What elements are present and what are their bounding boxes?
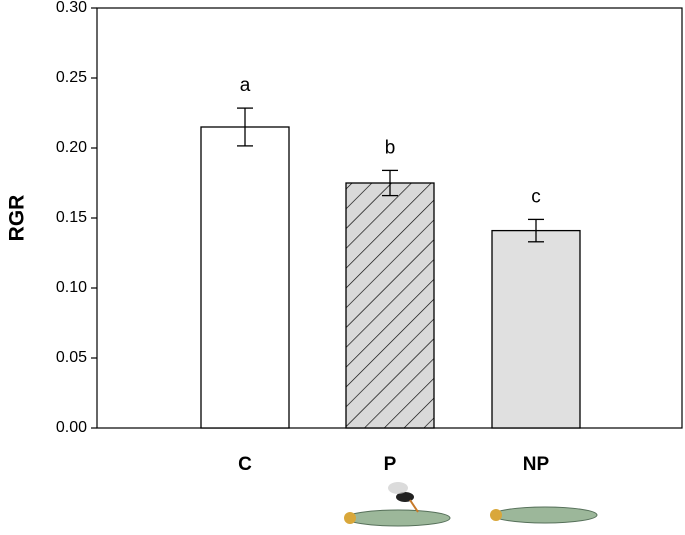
bar	[200, 126, 290, 429]
y-tick-label: 0.25	[56, 69, 87, 86]
annotation: c	[531, 186, 541, 207]
error-bar	[528, 218, 544, 243]
caterpillar-icon	[344, 482, 451, 527]
x-tick-label: C	[238, 454, 252, 475]
bar	[491, 229, 581, 429]
bar	[345, 182, 435, 429]
y-tick-label: 0.15	[56, 209, 87, 226]
y-tick-label: 0.10	[56, 279, 87, 296]
annotation: b	[385, 137, 396, 158]
y-axis-label: RGR	[6, 195, 29, 242]
y-tick-label: 0.05	[56, 349, 87, 366]
x-tick-label: P	[384, 454, 397, 475]
error-bar	[382, 169, 398, 197]
y-tick-label: 0.20	[56, 139, 87, 156]
y-tick-label: 0.00	[56, 419, 87, 436]
x-tick-label: NP	[523, 454, 550, 475]
y-tick-label: 0.30	[56, 0, 87, 16]
caterpillar-icon	[490, 506, 598, 524]
error-bar	[237, 107, 253, 147]
annotation: a	[240, 75, 251, 96]
